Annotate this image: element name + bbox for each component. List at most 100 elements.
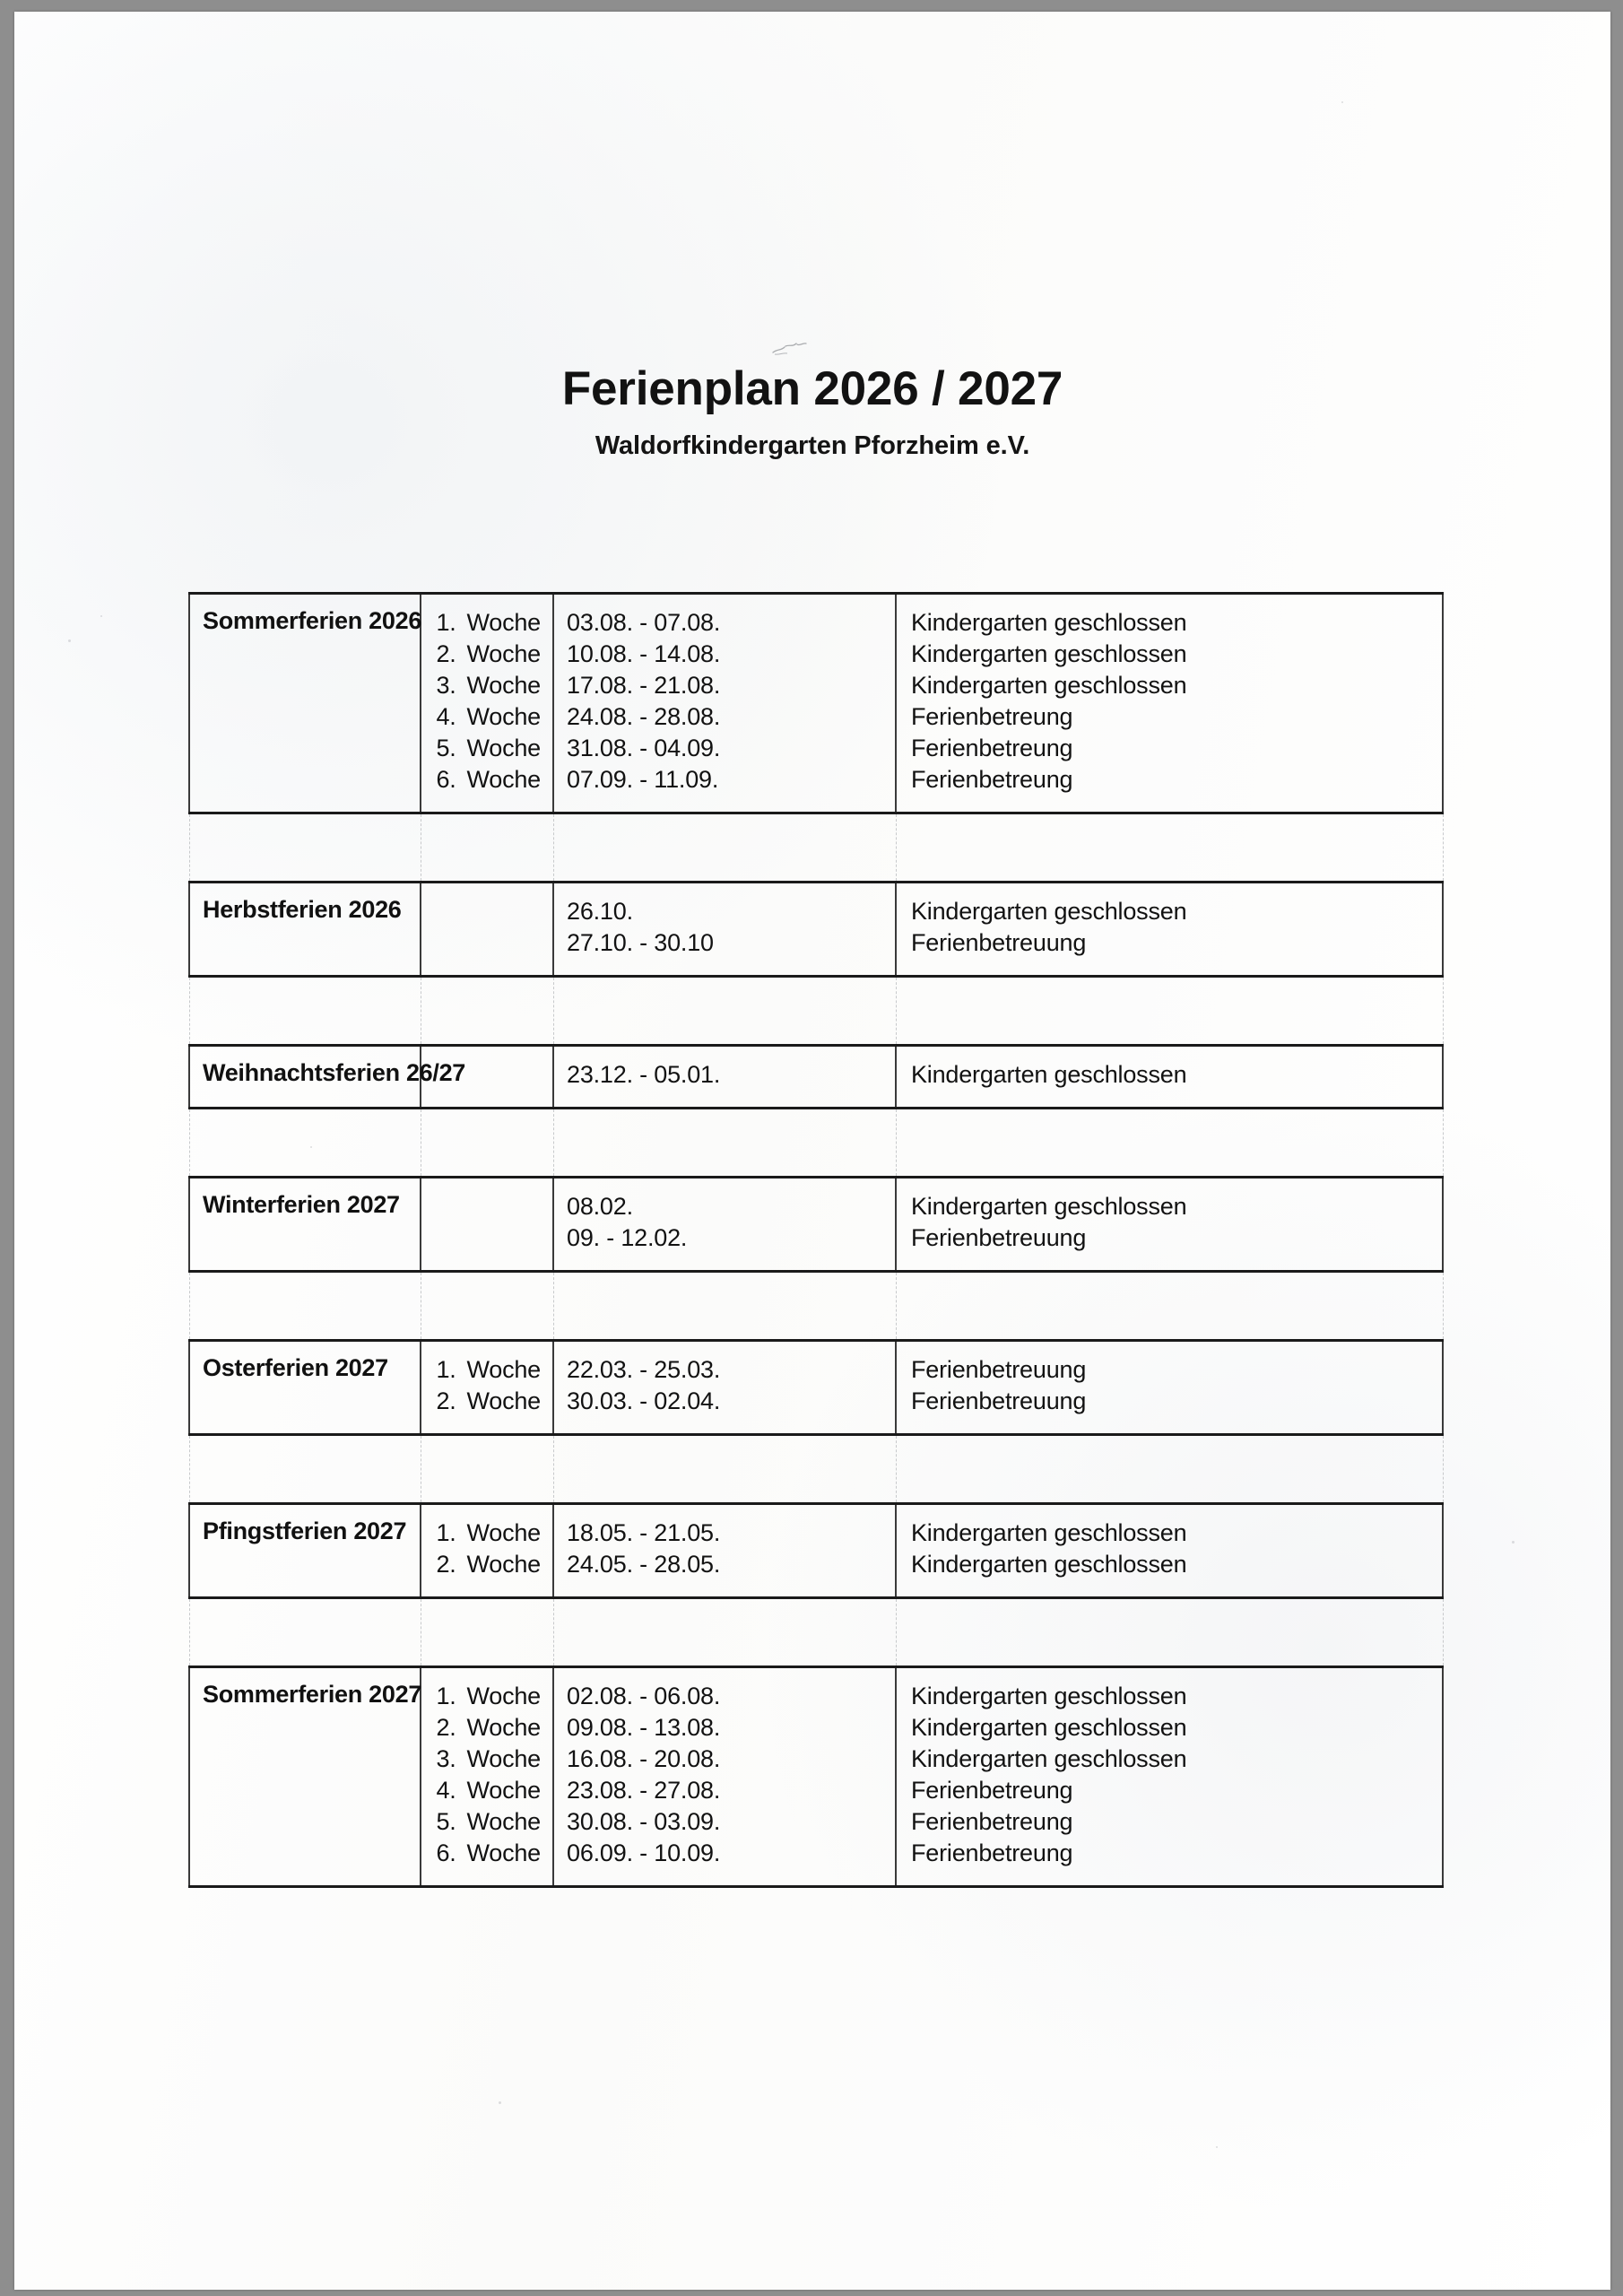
date-range: 27.10. - 30.10: [567, 929, 714, 956]
spacer-cell: [552, 1271, 897, 1341]
holiday-name: Sommerferien 2026: [203, 607, 422, 634]
week-word: Woche: [466, 703, 541, 730]
status-note: Ferienbetreung: [911, 766, 1073, 793]
holiday-name-cell: Sommerferien 2026: [188, 592, 422, 814]
week-label: 2. Woche: [421, 1712, 552, 1744]
week-number-cell: [420, 1176, 554, 1273]
date-range-cell: 02.08. - 06.08. 09.08. - 13.08. 16.08. - 2…: [552, 1665, 897, 1888]
week-word: Woche: [466, 1356, 541, 1383]
spacer-cell: [552, 1434, 897, 1504]
week-number-cell: [420, 881, 554, 978]
paper-speck: [1216, 2146, 1218, 2148]
week-number-cell: 1. Woche 2. Woche: [420, 1339, 554, 1436]
date-range: 08.02.: [567, 1193, 633, 1220]
holiday-name-cell: Herbstferien 2026: [188, 881, 421, 978]
status-note-cell: Kindergarten geschlossen Ferienbetreuung: [895, 881, 1444, 978]
holiday-name-cell: Sommerferien 2027: [188, 1665, 421, 1888]
holiday-name-cell: Pfingstferien 2027: [188, 1502, 421, 1599]
week-number: 6.: [436, 1839, 456, 1866]
week-word: Woche: [466, 672, 541, 699]
week-word: Woche: [466, 1683, 541, 1709]
week-label: 5. Woche: [421, 1806, 552, 1838]
status-note: Kindergarten geschlossen: [911, 1745, 1187, 1772]
week-label: 3. Woche: [421, 1744, 552, 1775]
date-range: 30.08. - 03.09.: [567, 1808, 721, 1835]
paper-speck: [499, 2101, 501, 2104]
spacer-cell: [895, 1597, 1444, 1667]
status-note: Kindergarten geschlossen: [911, 1519, 1187, 1546]
week-label: 5. Woche: [421, 733, 552, 764]
table-spacer-row: [188, 1271, 1444, 1341]
status-note: Kindergarten geschlossen: [911, 898, 1187, 925]
date-range: 06.09. - 10.09.: [567, 1839, 721, 1866]
status-note: Kindergarten geschlossen: [911, 1714, 1187, 1741]
scanned-page: Ferienplan 2026 / 2027 Waldorfkindergart…: [14, 12, 1610, 2290]
status-note: Ferienbetreung: [911, 703, 1073, 730]
week-number: 2.: [436, 1387, 456, 1414]
week-number-cell: 1. Woche 2. Woche: [420, 1502, 554, 1599]
date-range-cell: 23.12. - 05.01.: [552, 1044, 897, 1109]
holiday-name-cell: Weihnachtsferien 26/27: [188, 1044, 465, 1109]
week-word: Woche: [466, 735, 541, 761]
table-spacer-row: [188, 1597, 1444, 1667]
holiday-name-cell: Winterferien 2027: [188, 1176, 421, 1273]
week-label: 1. Woche: [421, 1354, 552, 1386]
week-number: 2.: [436, 640, 456, 667]
week-word: Woche: [466, 1387, 541, 1414]
spacer-cell: [420, 1434, 554, 1504]
status-note-cell: Kindergarten geschlossen: [895, 1044, 1444, 1109]
spacer-cell: [895, 813, 1444, 883]
table-row: Weihnachtsferien 26/27 23.12. - 05.01. Ki…: [188, 1044, 1444, 1109]
spacer-cell: [895, 976, 1444, 1046]
week-label: 6. Woche: [421, 1838, 552, 1869]
spacer-cell: [188, 1434, 421, 1504]
date-range-cell: 08.02. 09. - 12.02.: [552, 1176, 897, 1273]
spacer-cell: [552, 1597, 897, 1667]
week-label: 3. Woche: [421, 670, 552, 701]
week-number-cell: 1. Woche 2. Woche 3. Woche 4. Woche 5. Woche 6. Woc…: [420, 1665, 554, 1888]
status-note-cell: Kindergarten geschlossen Kindergarten ges…: [895, 592, 1444, 814]
paper-speck: [100, 615, 102, 617]
spacer-cell: [420, 813, 554, 883]
week-label: 2. Woche: [421, 639, 552, 670]
week-word: Woche: [466, 1551, 541, 1578]
status-note: Ferienbetreuung: [911, 1387, 1087, 1414]
status-note: Ferienbetreuung: [911, 929, 1087, 956]
week-number-cell: [420, 1044, 554, 1109]
week-word: Woche: [466, 640, 541, 667]
spacer-cell: [552, 813, 897, 883]
date-range: 24.05. - 28.05.: [567, 1551, 721, 1578]
holiday-schedule-table: Sommerferien 2026 1. Woche 2. Woche 3. Woche 4.…: [188, 592, 1444, 1888]
date-range: 03.08. - 07.08.: [567, 609, 721, 636]
page-title: Ferienplan 2026 / 2027: [561, 362, 1063, 415]
status-note-cell: Kindergarten geschlossen Kindergarten ges…: [895, 1665, 1444, 1888]
week-word: Woche: [466, 1839, 541, 1866]
status-note: Kindergarten geschlossen: [911, 1193, 1187, 1220]
spacer-cell: [895, 1108, 1444, 1178]
table-row: Winterferien 2027 08.02. 09. - 12.02. Kind…: [188, 1176, 1444, 1273]
week-number: 1.: [436, 609, 456, 636]
scan-artifact-mark: [772, 343, 807, 355]
week-number: 2.: [436, 1714, 456, 1741]
holiday-name: Pfingstferien 2027: [203, 1518, 407, 1544]
status-note-cell: Ferienbetreuung Ferienbetreuung: [895, 1339, 1444, 1436]
status-note: Ferienbetreuung: [911, 1356, 1087, 1383]
week-word: Woche: [466, 1808, 541, 1835]
week-number: 5.: [436, 1808, 456, 1835]
week-number: 4.: [436, 1777, 456, 1804]
status-note: Kindergarten geschlossen: [911, 1061, 1187, 1088]
holiday-name: Osterferien 2027: [203, 1354, 388, 1381]
week-word: Woche: [466, 609, 541, 636]
status-note: Kindergarten geschlossen: [911, 1683, 1187, 1709]
spacer-cell: [552, 976, 897, 1046]
status-note-cell: Kindergarten geschlossen Kindergarten ges…: [895, 1502, 1444, 1599]
date-range: 09.08. - 13.08.: [567, 1714, 721, 1741]
week-word: Woche: [466, 1714, 541, 1741]
spacer-cell: [420, 1597, 554, 1667]
week-number-cell: 1. Woche 2. Woche 3. Woche 4. Woche 5. Woche 6. Woc…: [420, 592, 554, 814]
date-range: 02.08. - 06.08.: [567, 1683, 721, 1709]
spacer-cell: [188, 813, 421, 883]
status-note-cell: Kindergarten geschlossen Ferienbetreuung: [895, 1176, 1444, 1273]
holiday-name: Winterferien 2027: [203, 1191, 400, 1218]
spacer-cell: [420, 976, 554, 1046]
